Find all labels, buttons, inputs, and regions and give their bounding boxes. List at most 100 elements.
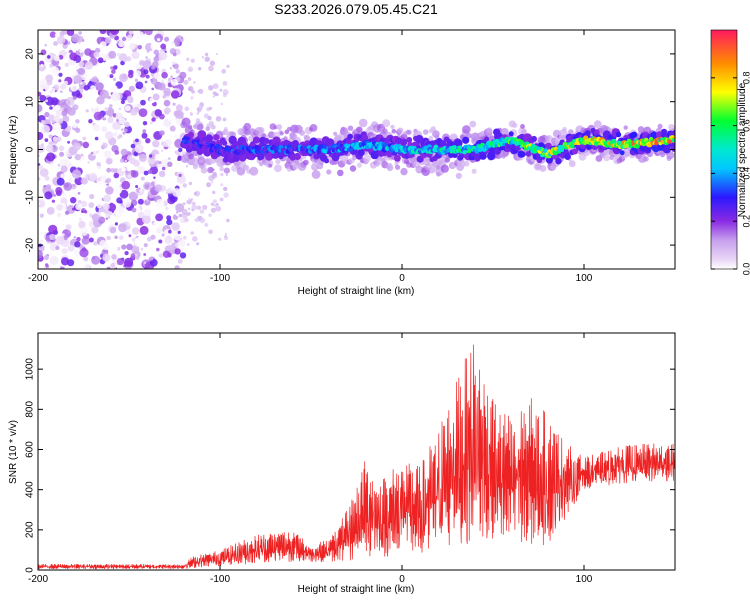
ridge-halo (258, 127, 265, 134)
noise-blob (47, 87, 56, 95)
y-tick-label: 800 (25, 401, 36, 418)
noise-blob (120, 99, 125, 105)
y-tick-label: 10 (25, 96, 36, 108)
noise-blob (186, 243, 190, 246)
noise-blob (178, 213, 183, 218)
ridge-halo (311, 170, 321, 179)
noise-blob (96, 203, 102, 209)
ridge-body (670, 145, 675, 152)
noise-blob (196, 242, 200, 246)
noise-blob (44, 138, 49, 143)
ridge-halo (261, 133, 267, 138)
noise-blob (114, 235, 118, 239)
colorbar-tick-label: 0.0 (741, 263, 750, 276)
ridge-halo (243, 122, 252, 131)
heatmap-marks (38, 30, 675, 269)
noise-blob (170, 75, 173, 78)
snr-y-label: SNR (10 * v/v) (8, 420, 19, 484)
noise-blob (220, 102, 224, 106)
noise-blob (177, 230, 181, 234)
noise-blob (160, 43, 167, 50)
ridge-halo (209, 167, 215, 173)
noise-blob (105, 131, 114, 140)
noise-blob (144, 199, 151, 206)
ridge-halo (512, 122, 518, 128)
noise-blob (149, 223, 153, 226)
noise-blob (48, 134, 53, 139)
y-tick-label: 1000 (25, 358, 36, 381)
noise-blob (145, 56, 148, 59)
colorbar-label: Normalized spectral amplitude (737, 82, 748, 217)
ridge-halo (382, 119, 391, 128)
ridge-body (324, 158, 329, 164)
snr-x-ticks: -200 -100 0 100 (28, 333, 593, 585)
noise-blob (206, 182, 212, 188)
noise-blob (101, 126, 108, 132)
noise-blob (161, 166, 166, 171)
noise-blob (103, 115, 107, 119)
ridge-halo (349, 165, 357, 172)
noise-blob (56, 212, 62, 218)
noise-blob (153, 176, 156, 179)
noise-blob (49, 106, 53, 110)
noise-blob (100, 175, 106, 180)
noise-blob (222, 89, 229, 96)
noise-blob (219, 88, 223, 92)
noise-blob (43, 254, 50, 261)
noise-blob (179, 252, 187, 259)
ridge-halo (603, 154, 610, 162)
noise-blob (91, 213, 100, 222)
noise-blob (168, 146, 171, 149)
noise-blob (122, 199, 132, 208)
noise-blob (90, 85, 96, 91)
noise-blob (190, 231, 194, 235)
noise-blob (158, 51, 168, 61)
noise-blob (77, 191, 81, 195)
noise-blob (194, 217, 199, 223)
noise-blob (137, 103, 141, 108)
noise-blob (153, 221, 158, 226)
snr-frame (37, 332, 676, 571)
noise-blob (75, 168, 79, 171)
ridge-body (196, 148, 204, 155)
x-tick-label: -100 (210, 273, 230, 284)
colorbar-ticks: 0.0 0.2 0.4 0.6 0.8 (711, 72, 750, 276)
ridge-body (630, 131, 638, 138)
noise-blob (49, 162, 54, 166)
noise-blob (113, 132, 118, 137)
noise-blob (142, 121, 148, 126)
noise-blob (38, 91, 42, 97)
noise-blob (153, 72, 160, 79)
noise-blob (83, 210, 88, 214)
noise-blob (220, 172, 224, 177)
ridge-halo (539, 165, 547, 172)
noise-blob (76, 48, 79, 51)
heatmap-x-ticks: -200 -100 0 100 (28, 30, 593, 284)
noise-blob (134, 237, 144, 246)
noise-blob (152, 140, 160, 148)
noise-blob (210, 202, 215, 206)
ridge-halo (279, 131, 284, 136)
ridge-halo (469, 120, 477, 128)
noise-blob (131, 207, 137, 213)
noise-blob (73, 75, 83, 84)
noise-blob (167, 161, 173, 167)
x-tick-label: -200 (28, 574, 48, 585)
ridge-halo (462, 125, 471, 134)
noise-blob (89, 80, 92, 84)
noise-blob (52, 136, 59, 142)
noise-blob (38, 201, 41, 206)
noise-blob (115, 246, 118, 250)
ridge-halo (337, 169, 344, 177)
noise-blob (80, 153, 84, 157)
ridge-core (371, 141, 376, 145)
noise-blob (120, 148, 128, 156)
noise-blob (175, 69, 180, 74)
noise-blob (66, 30, 75, 36)
noise-blob (53, 41, 58, 46)
noise-blob (39, 239, 43, 244)
noise-blob (107, 203, 117, 212)
noise-blob (91, 103, 98, 109)
ridge-body (619, 150, 625, 156)
